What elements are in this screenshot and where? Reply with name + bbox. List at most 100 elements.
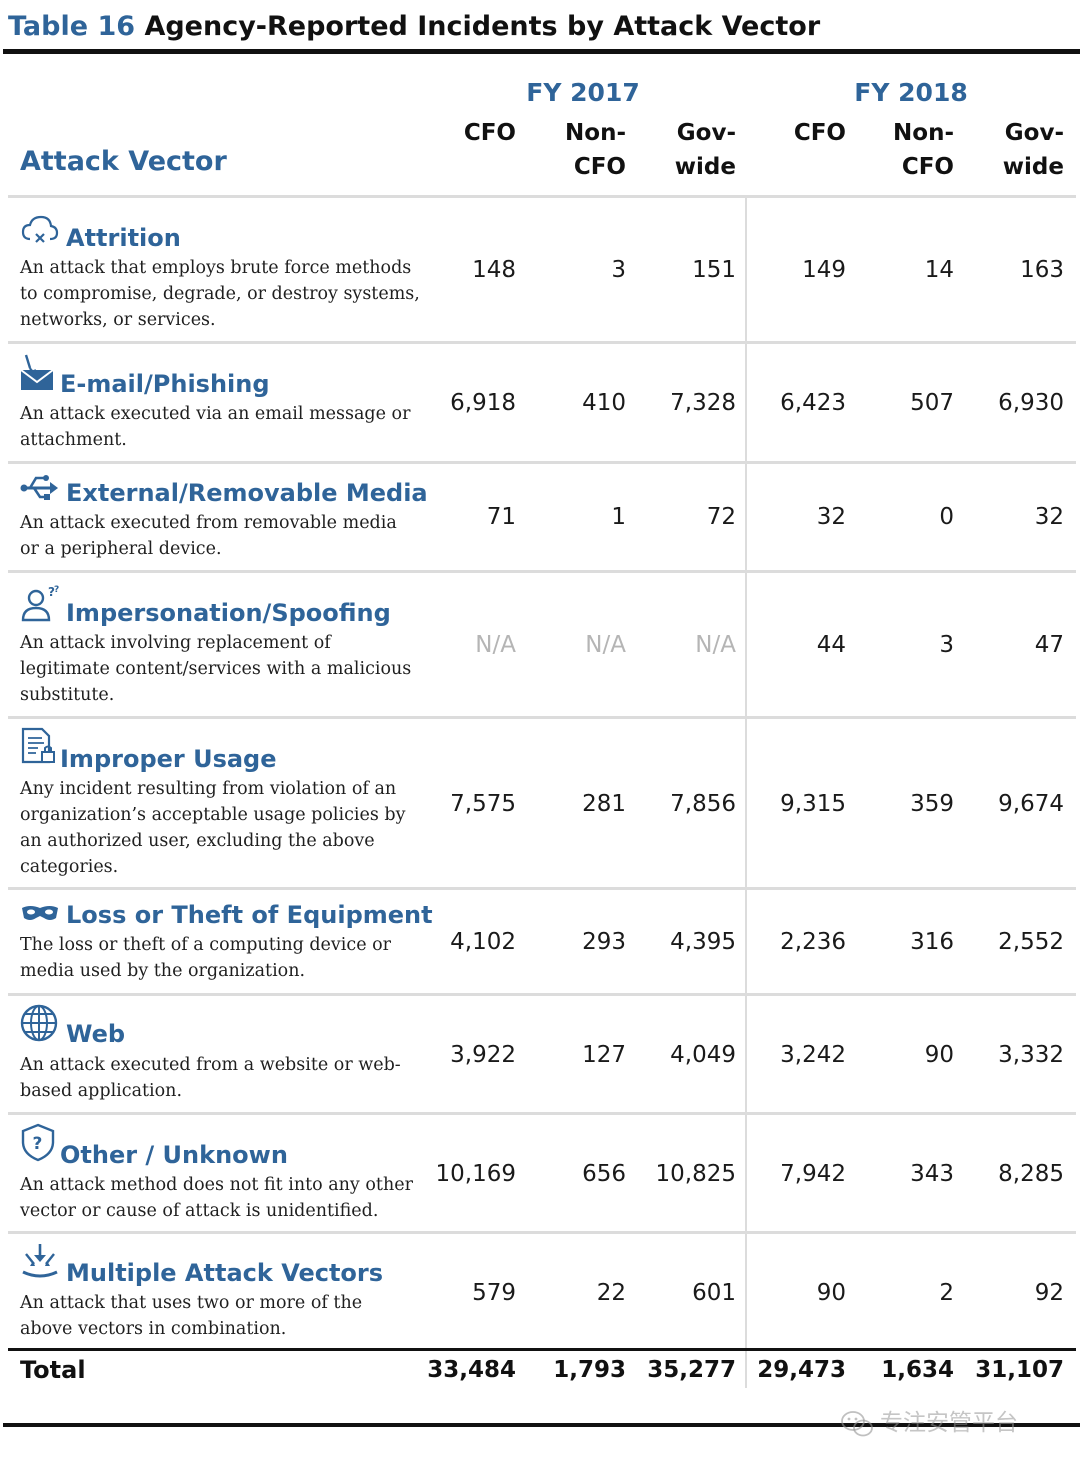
top-rule [3,49,1080,54]
svg-text:?: ? [48,585,55,599]
column-header-fy2017-cfo: CFO [463,120,516,146]
row-divider [8,1231,1076,1234]
table-cell: 3,332 [998,1042,1064,1068]
vector-description: An attack executed via an email message … [20,404,411,450]
table-cell: 127 [582,1042,626,1068]
mask-icon [22,906,58,920]
table-cell: 151 [692,257,736,283]
year-separator [745,198,747,1388]
table-cell: 316 [910,929,954,955]
document-lock-icon [21,727,55,764]
total-cell: 1,793 [553,1357,626,1383]
row-divider [8,887,1076,890]
table-cell: 148 [472,257,516,283]
total-cell: 31,107 [975,1357,1064,1383]
table-title-text: Agency-Reported Incidents by Attack Vect… [144,11,821,42]
vector-name: Multiple Attack Vectors [66,1259,384,1287]
attack-vector-header: Attack Vector [20,146,227,177]
total-cell: 1,634 [881,1357,954,1383]
vector-description: An attack involving replacement of legit… [20,633,412,705]
table-cell: 410 [582,390,626,416]
table-cell: 71 [486,504,516,530]
table-cell: 656 [582,1161,626,1187]
wechat-icon [841,1410,873,1436]
row-divider [8,341,1076,344]
column-header-fy2018-non-cfo: Non- CFO [893,120,954,180]
row-divider [8,716,1076,719]
table-number: Table 16 [8,11,136,42]
watermark-text: 专注安管平台 [880,1410,1018,1436]
table-cell: 7,328 [670,390,736,416]
vector-name: Web [66,1020,126,1048]
header-rule [8,195,1076,198]
cloud-x-icon [21,215,59,243]
shield-question-icon: ? [21,1123,55,1162]
table-cell: 601 [692,1280,736,1306]
table-cell: 6,918 [450,390,516,416]
row-divider [8,993,1076,996]
table-cell-na: N/A [475,632,516,658]
table-cell: 163 [1020,257,1064,283]
table-cell: 2,236 [780,929,846,955]
table-cell: 7,942 [780,1161,846,1187]
table-cell: 359 [910,791,954,817]
user-question-icon: ? ? [21,585,59,622]
total-label: Total [20,1356,86,1384]
table-cell: 92 [1034,1280,1064,1306]
table-cell: 2,552 [998,929,1064,955]
table-cell-na: N/A [585,632,626,658]
table-cell: 90 [924,1042,954,1068]
table-cell: 149 [802,257,846,283]
table-cell: 10,825 [655,1161,736,1187]
table-cell: 22 [596,1280,626,1306]
vector-description: Any incident resulting from violation of… [20,779,406,877]
row-divider [8,570,1076,573]
column-header-fy2017-non-cfo: Non- CFO [565,120,626,180]
table-cell: 9,674 [998,791,1064,817]
total-cell: 33,484 [427,1357,516,1383]
table-title: Table 16 Agency-Reported Incidents by At… [8,8,820,46]
table-cell-na: N/A [695,632,736,658]
total-cell: 35,277 [647,1357,736,1383]
table-cell: 3 [939,632,954,658]
table-cell: 44 [816,632,846,658]
table-cell: 4,049 [670,1042,736,1068]
table-cell: 3 [611,257,626,283]
vector-name: Loss or Theft of Equipment [66,901,433,929]
table-cell: 6,423 [780,390,846,416]
svg-text:?: ? [33,1134,43,1154]
table-cell: 10,169 [435,1161,516,1187]
bottom-rule [3,1423,1080,1427]
table-cell: 3,242 [780,1042,846,1068]
vector-description: The loss or theft of a computing device … [20,935,392,981]
table-cell: 9,315 [780,791,846,817]
total-rule [8,1348,1076,1351]
table-cell: 507 [910,390,954,416]
table-cell: 2 [939,1280,954,1306]
table-cell: 72 [706,504,736,530]
globe-icon [20,1004,58,1042]
table-cell: 293 [582,929,626,955]
table-cell: 8,285 [998,1161,1064,1187]
table-cell: 343 [910,1161,954,1187]
table-cell: 32 [1034,504,1064,530]
table-cell: 3,922 [450,1042,516,1068]
table-cell: 0 [939,504,954,530]
vector-description: An attack that employs brute force metho… [20,258,420,330]
vector-name: Impersonation/Spoofing [66,599,391,627]
envelope-hook-icon [20,354,54,390]
vector-name: Other / Unknown [60,1141,288,1169]
vector-name: E-mail/Phishing [60,370,270,398]
table-cell: 14 [924,257,954,283]
table-cell: 4,102 [450,929,516,955]
vector-description: An attack that uses two or more of the a… [20,1293,363,1339]
total-cell: 29,473 [757,1357,846,1383]
column-header-fy2018-gov-wide: Gov-wide [1002,120,1064,180]
table-cell: 7,575 [450,791,516,817]
column-header-fy2018-cfo: CFO [793,120,846,146]
watermark: 专注安管平台 [840,1405,1018,1441]
table-cell: 47 [1034,632,1064,658]
vector-description: An attack method does not fit into any o… [20,1175,413,1221]
vector-description: An attack executed from removable media … [20,513,397,559]
table-cell: 4,395 [670,929,736,955]
